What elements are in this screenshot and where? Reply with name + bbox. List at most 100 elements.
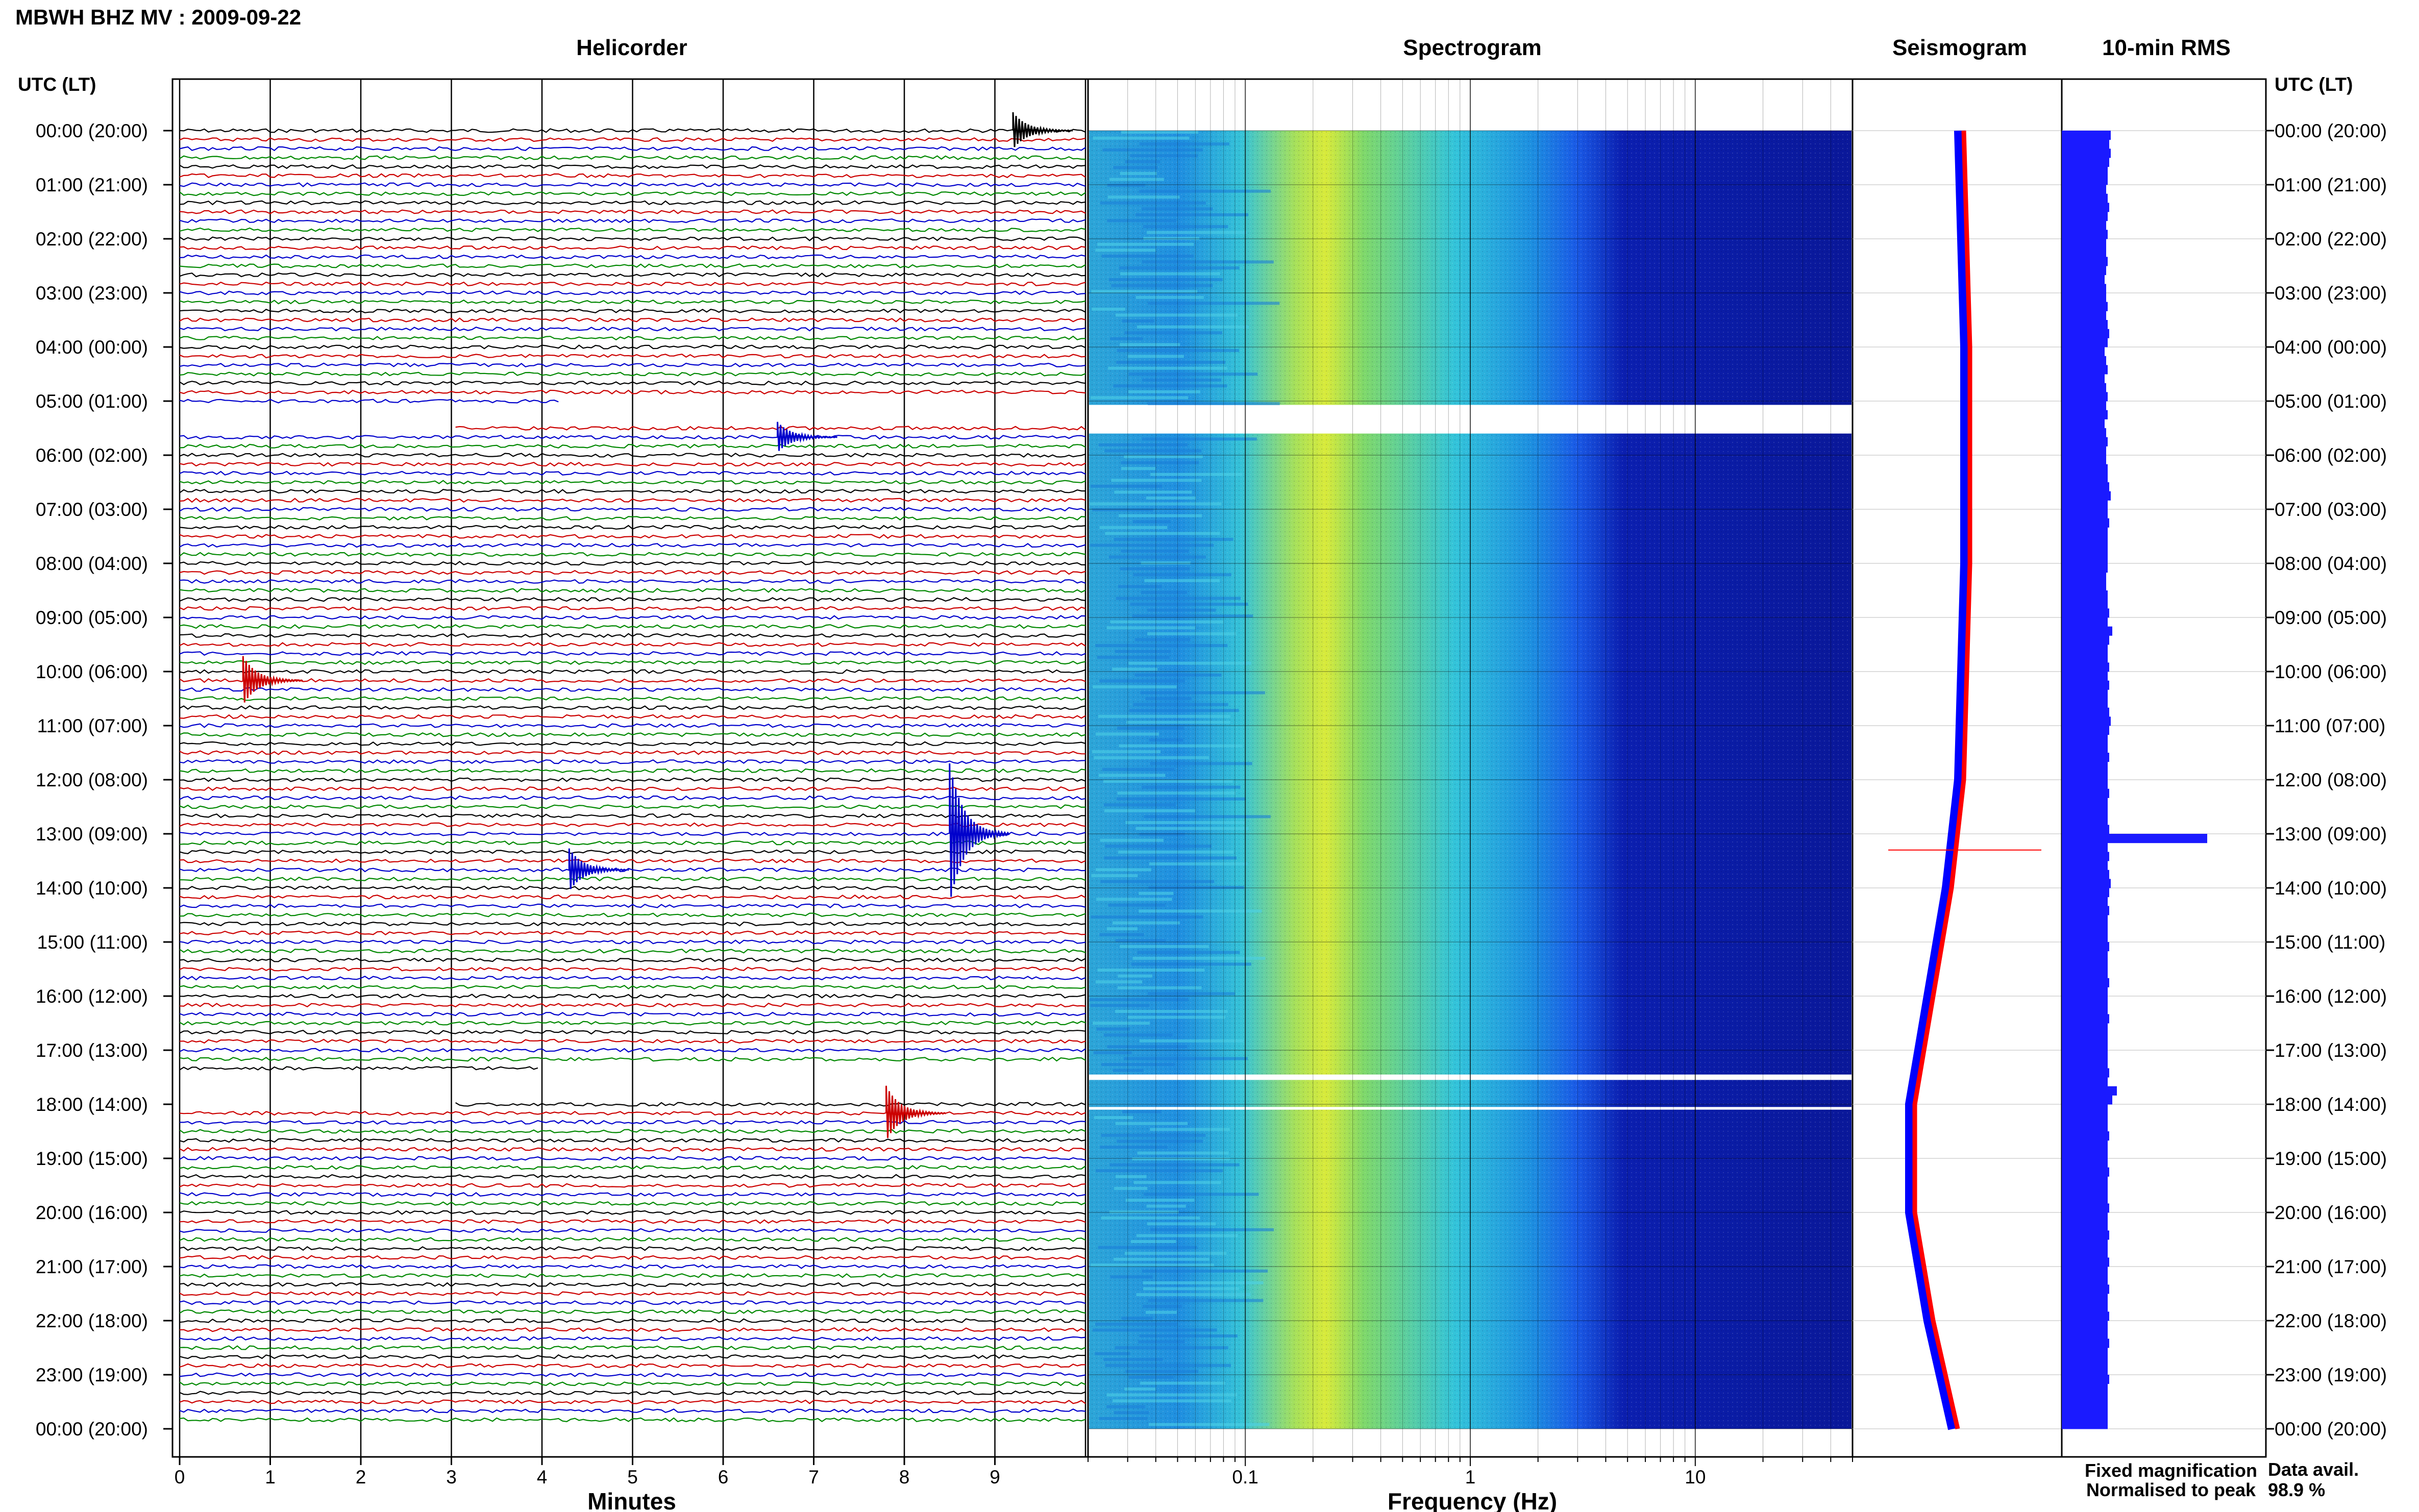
- spectrogram-row: [1122, 1110, 1162, 1113]
- right-time-axis: 00:00 (20:00) 01:00 (21:00) 02:00 (22:00) 0…: [2266, 120, 2387, 1440]
- spectrogram-row: [1128, 661, 1251, 665]
- spectrogram-row: [1143, 1281, 1264, 1284]
- helicorder-trace: [179, 191, 1086, 196]
- rms-bar: [2062, 148, 2111, 158]
- rms-bar: [2062, 1122, 2108, 1132]
- spectrogram-row: [1144, 815, 1271, 819]
- spectrogram-row: [1093, 1328, 1217, 1332]
- rms-bar: [2062, 987, 2108, 997]
- helicorder-trace: [179, 912, 1086, 918]
- helicorder-trace: [179, 994, 1086, 999]
- rms-bar: [2062, 897, 2108, 906]
- spectrogram-row: [1110, 337, 1143, 340]
- spectrogram-row: [1117, 726, 1184, 730]
- helicorder-trace: [179, 1264, 1086, 1269]
- rms-bar: [2062, 500, 2108, 510]
- rms-panel: [2061, 78, 2267, 1458]
- spectrogram-row: [1106, 927, 1138, 931]
- rms-bar: [2062, 482, 2109, 492]
- minute-tick-label: 8: [899, 1467, 910, 1488]
- spectrogram-row: [1105, 1364, 1231, 1367]
- spectrogram-row: [1121, 467, 1155, 470]
- spectrogram-row: [1099, 526, 1168, 529]
- rms-bar: [2062, 455, 2106, 465]
- spectrogram-row: [1136, 295, 1204, 299]
- helicorder-trace: [179, 236, 1086, 241]
- spectrogram-row: [1092, 307, 1125, 311]
- rms-bar: [2062, 320, 2108, 330]
- rms-bar: [2062, 842, 2108, 852]
- rms-bar: [2062, 1176, 2108, 1186]
- helicorder-trace: [179, 624, 1086, 629]
- helicorder-trace: [179, 317, 1086, 323]
- spectrogram-row: [1094, 756, 1210, 759]
- rms-bar: [2062, 1393, 2108, 1402]
- helicorder-trace: [179, 443, 1086, 449]
- time-label-left: 11:00 (07:00): [37, 715, 148, 736]
- rms-bar: [2062, 689, 2108, 699]
- spectrogram-row: [1106, 626, 1196, 630]
- helicorder-trace: [179, 281, 1086, 286]
- spectrogram-row: [1095, 980, 1143, 984]
- helicorder-trace: [179, 579, 1086, 584]
- helicorder-trace: [179, 876, 1086, 882]
- spectrogram-row: [1096, 732, 1159, 736]
- helicorder-trace: [179, 975, 1086, 981]
- spectrogram-row: [1139, 142, 1229, 146]
- rms-bar: [2062, 626, 2112, 636]
- rms-bar: [2062, 1410, 2108, 1420]
- helicorder-trace: [179, 1201, 1086, 1206]
- rms-bar: [2062, 374, 2105, 384]
- rms-bar: [2062, 1294, 2108, 1303]
- helicorder-trace: [179, 1048, 1086, 1053]
- spectrogram-row: [1116, 797, 1246, 801]
- helicorder-trace: [179, 399, 559, 404]
- rms-bar: [2062, 870, 2109, 879]
- rms-bar: [2062, 590, 2108, 600]
- rms-bar: [2062, 311, 2106, 320]
- helicorder-frame: [171, 78, 1089, 1458]
- helicorder-trace: [179, 525, 1086, 530]
- time-label-right: 07:00 (03:00): [2275, 499, 2387, 520]
- spectrogram-row: [1113, 384, 1227, 388]
- helicorder-trace: [179, 173, 1086, 179]
- time-label-left: 06:00 (02:00): [36, 445, 148, 466]
- rms-bar: [2062, 653, 2108, 663]
- spectrogram-row: [1116, 360, 1226, 364]
- time-label-right: 00:00 (20:00): [2275, 1419, 2387, 1440]
- helicorder-trace: [179, 1129, 1086, 1134]
- helicorder-trace: [179, 128, 1086, 133]
- time-label-left: 22:00 (18:00): [36, 1310, 148, 1331]
- spectrogram-row: [1105, 845, 1212, 848]
- helicorder-trace: [179, 804, 1086, 809]
- spectrogram-row: [1092, 1022, 1150, 1025]
- helicorder-trace: [179, 1318, 1086, 1323]
- rms-bar: [2062, 239, 2106, 249]
- spectrogram-row: [1103, 1033, 1173, 1037]
- spectrogram-row: [1101, 254, 1194, 258]
- spectrogram-row: [1107, 1045, 1188, 1049]
- rms-bar: [2062, 203, 2109, 212]
- spectrogram-row: [1120, 171, 1157, 175]
- spectrogram-row: [1148, 992, 1236, 996]
- minute-tick-label: 7: [808, 1467, 819, 1488]
- rms-bar: [2062, 1032, 2108, 1042]
- helicorder-trace: [179, 966, 1086, 972]
- rms-bar: [2062, 1402, 2108, 1411]
- spectrogram-row: [1149, 738, 1183, 742]
- time-label-right: 04:00 (00:00): [2275, 337, 2387, 358]
- spectrogram-row: [1109, 1210, 1179, 1214]
- spectrogram-row: [1131, 962, 1251, 966]
- spectrogram-row: [1107, 219, 1176, 222]
- rms-bar: [2062, 266, 2106, 276]
- helicorder-trace: [179, 1038, 1086, 1044]
- minute-tick-label: 6: [718, 1467, 729, 1488]
- spectrogram-row: [1128, 390, 1200, 393]
- helicorder-trace: [179, 930, 1086, 936]
- spectrogram-row: [1144, 1193, 1259, 1196]
- spectrogram-row: [1148, 886, 1244, 889]
- helicorder-trace: [179, 732, 1086, 737]
- helicorder-trace: [179, 1327, 1086, 1332]
- spectrogram-row: [1119, 343, 1180, 346]
